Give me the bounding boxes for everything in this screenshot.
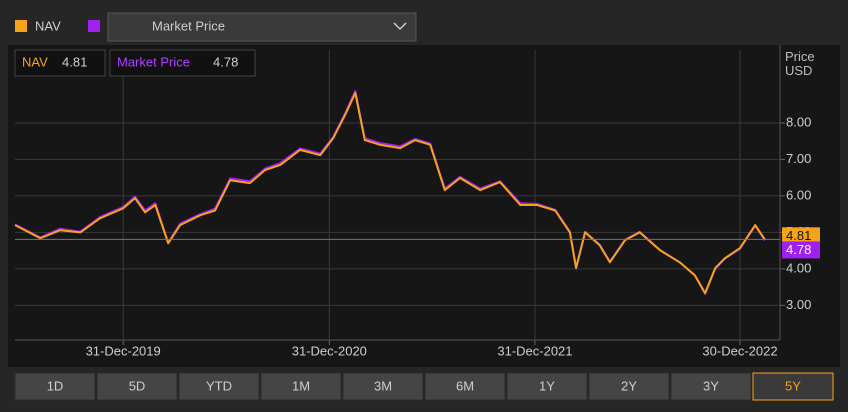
chart-panel	[8, 45, 840, 367]
x-tick-label: 31-Dec-2019	[86, 343, 161, 358]
legend-nav: NAV	[35, 18, 61, 33]
y-tick-label: 3.00	[786, 297, 811, 312]
range-button[interactable]: 6M	[424, 372, 506, 401]
last-value-tag	[782, 227, 820, 245]
last-value-tag-label: 4.78	[786, 242, 811, 257]
range-button[interactable]: 1M	[260, 372, 342, 401]
y-axis-label: Price USD	[785, 49, 815, 78]
nav-value-box	[14, 49, 106, 77]
last-value-tag	[782, 241, 820, 259]
y-tick-label: 4.00	[786, 260, 811, 275]
nav-swatch	[15, 20, 27, 32]
range-button[interactable]: 1Y	[506, 372, 588, 401]
range-button-label: 5D	[129, 378, 146, 393]
range-button-box	[670, 372, 752, 401]
range-button-box	[96, 372, 178, 401]
dropdown-text: Market Price	[152, 18, 225, 33]
range-button-label: 3M	[374, 378, 392, 393]
range-button-label: 6M	[456, 378, 474, 393]
range-button-label: 5Y	[785, 378, 801, 393]
last-value-tag-label: 4.81	[786, 228, 811, 243]
range-button-label: 1Y	[539, 378, 555, 393]
range-button-label: 2Y	[621, 378, 637, 393]
range-button[interactable]: 5Y	[752, 372, 834, 401]
range-button-box	[14, 372, 96, 401]
compare-dropdown[interactable]: Market Price	[107, 12, 417, 42]
market-value-box	[109, 49, 256, 77]
x-tick-label: 31-Dec-2021	[497, 343, 572, 358]
market-label: Market Price	[117, 54, 190, 69]
x-tick-label: 30-Dec-2022	[702, 343, 777, 358]
range-button-box	[588, 372, 670, 401]
y-tick-label: 8.00	[786, 114, 811, 129]
range-button[interactable]: 2Y	[588, 372, 670, 401]
chevron	[393, 22, 407, 31]
dropdown-box	[107, 12, 417, 42]
x-tick-label: 31-Dec-2020	[292, 343, 367, 358]
range-button[interactable]: 5D	[96, 372, 178, 401]
range-button-box	[178, 372, 260, 401]
market-swatch	[88, 20, 100, 32]
range-button-box	[752, 372, 834, 401]
range-button-label: 3Y	[703, 378, 719, 393]
range-button-box	[260, 372, 342, 401]
range-button-label: 1D	[47, 378, 64, 393]
range-button-box	[342, 372, 424, 401]
range-button-box	[424, 372, 506, 401]
range-button[interactable]: 3Y	[670, 372, 752, 401]
range-button[interactable]: 1D	[14, 372, 96, 401]
y-tick-label: 7.00	[786, 151, 811, 166]
range-button[interactable]: YTD	[178, 372, 260, 401]
nav-label: NAV	[22, 54, 48, 69]
price-line	[14, 92, 766, 295]
market-value: 4.78	[213, 54, 238, 69]
range-button-label: YTD	[206, 378, 232, 393]
range-button-box	[506, 372, 588, 401]
range-button-label: 1M	[292, 378, 310, 393]
y-tick-label: 6.00	[786, 187, 811, 202]
nav-value: 4.81	[62, 54, 87, 69]
range-button[interactable]: 3M	[342, 372, 424, 401]
